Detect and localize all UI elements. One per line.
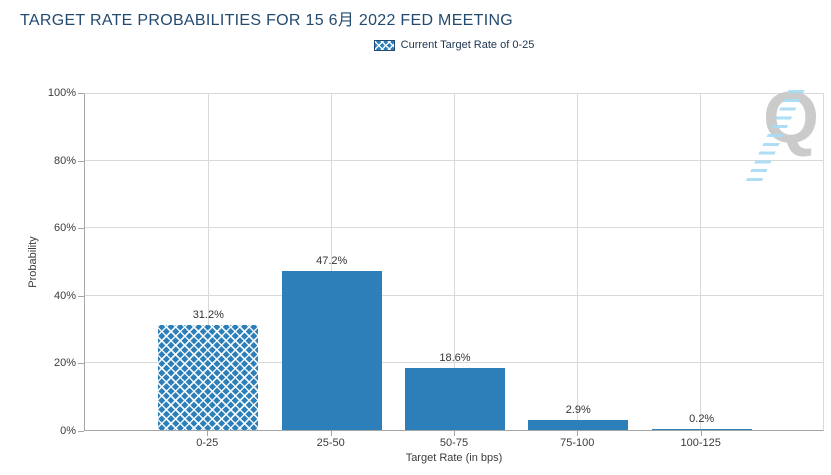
xtick-mark (207, 431, 209, 436)
gridline-v (330, 94, 332, 430)
xtick-mark (330, 431, 332, 436)
bar-slot-50-75: 18.6% (393, 94, 517, 430)
bar-50-75 (405, 367, 505, 430)
ytick-label-80: 80% (53, 154, 76, 167)
ytick-mark (78, 431, 84, 432)
bar-value-label: 0.2% (689, 412, 715, 425)
ytick-label-20: 20% (53, 357, 76, 370)
ytick-label-0: 0% (60, 425, 76, 437)
bar-value-label: 31.2% (192, 309, 224, 322)
legend: Current Target Rate of 0-25 (84, 39, 824, 51)
ytick-label-100: 100% (47, 87, 76, 99)
xtick-mark (454, 431, 455, 436)
bar-value-label: 47.2% (316, 255, 348, 268)
quikstrike-q-logo-icon: Q (762, 78, 819, 158)
ytick-mark (78, 93, 84, 94)
bar-100-125 (651, 428, 752, 430)
bar-25-50 (281, 271, 382, 430)
plot-area: Q 31.2% 47.2% 18.6% 2.9% 0.2% (84, 82, 824, 431)
legend-crosshatch-swatch-icon (373, 39, 395, 51)
ytick-mark (78, 228, 84, 230)
gridline-v (699, 94, 701, 430)
legend-label: Current Target Rate of 0-25 (400, 39, 535, 51)
gridline-v (208, 94, 209, 430)
x-axis-title: Target Rate (in bps) (405, 452, 503, 464)
bar-value-label: 2.9% (565, 404, 591, 417)
xtick-label-50-75: 50-75 (439, 437, 469, 449)
ytick-mark (78, 160, 84, 162)
gridline-v (577, 94, 578, 430)
bar-slot-75-100: 2.9% (516, 94, 640, 430)
bar-value-label: 18.6% (439, 351, 471, 364)
xtick-label-100-125: 100-125 (680, 437, 721, 449)
xtick-mark (577, 431, 579, 436)
gridline-v (454, 94, 455, 430)
bar-slot-100-125: 0.2% (640, 94, 764, 430)
ytick-label-40: 40% (53, 289, 76, 302)
xtick-label-25-50: 25-50 (316, 437, 345, 449)
chart-title: TARGET RATE PROBABILITIES FOR 15 6月 2022… (20, 12, 514, 29)
xtick-label-75-100: 75-100 (560, 437, 595, 449)
ytick-mark (78, 363, 84, 365)
ytick-label-60: 60% (53, 222, 76, 235)
bar-slot-25-50: 47.2% (270, 94, 394, 430)
y-axis-title: Probability (27, 236, 39, 288)
bar-0-25-current-rate (158, 325, 259, 430)
bar-slot-0-25: 31.2% (146, 94, 270, 430)
ytick-mark (78, 295, 84, 297)
xtick-mark (700, 431, 702, 436)
xtick-label-0-25: 0-25 (196, 437, 219, 449)
bar-75-100 (528, 420, 629, 430)
